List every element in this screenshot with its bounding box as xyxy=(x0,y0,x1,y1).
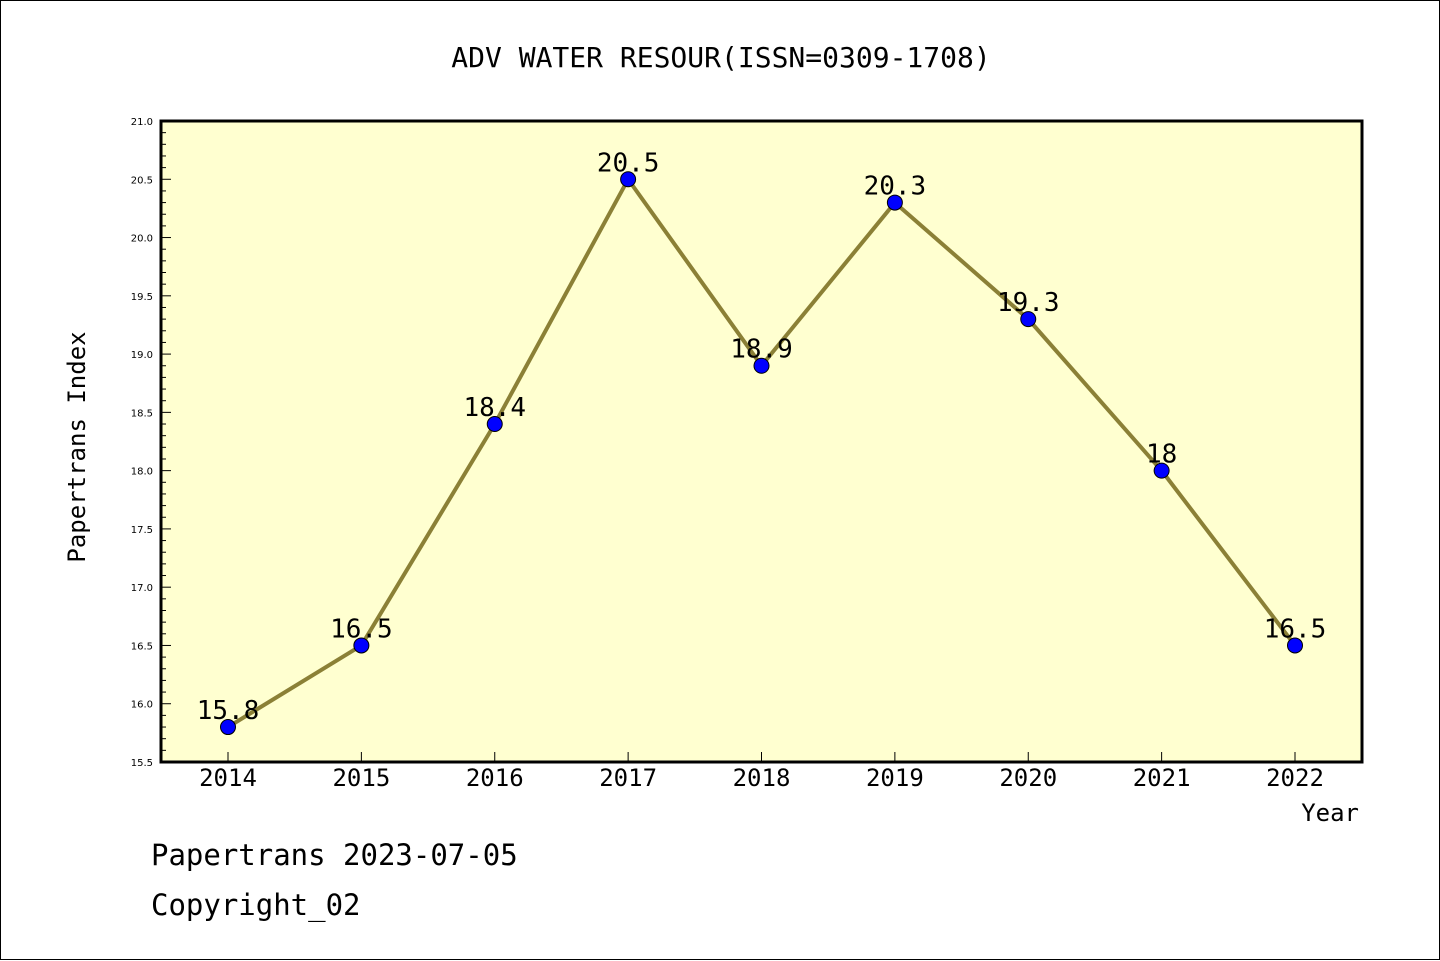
data-point xyxy=(620,171,637,188)
plot-area xyxy=(161,121,1362,762)
data-point xyxy=(486,416,503,433)
x-tick-label: 2020 xyxy=(999,764,1057,792)
axis-ticks: 15.5 16.0 16.5 17.0 17.5 18.0 18.5 19.0 19.5 20.0… xyxy=(131,117,1324,792)
y-tick-label: 17.0 xyxy=(131,583,153,594)
data-labels: 15.8 16.5 18.4 20.5 18.9 20.3 19.3 18 16.5 xyxy=(197,148,1327,726)
plot-border xyxy=(159,119,1364,764)
x-tick-label: 2021 xyxy=(1133,764,1191,792)
y-tick-label: 19.5 xyxy=(131,292,153,303)
data-label: 18.4 xyxy=(463,393,526,423)
data-point xyxy=(353,637,370,654)
data-point xyxy=(1020,311,1037,328)
y-tick-label: 16.5 xyxy=(131,641,153,652)
y-tick-label: 20.0 xyxy=(131,234,153,245)
footer-date: Papertrans 2023-07-05 xyxy=(151,838,518,872)
x-tick-label: 2018 xyxy=(733,764,791,792)
x-tick-label: 2015 xyxy=(332,764,390,792)
data-point xyxy=(753,357,770,374)
y-tick-label: 15.5 xyxy=(131,758,153,769)
data-point xyxy=(1153,462,1170,479)
data-label: 20.3 xyxy=(864,172,927,202)
x-tick-label: 2014 xyxy=(199,764,257,792)
data-point xyxy=(220,719,236,736)
x-tick-label: 2016 xyxy=(466,764,524,792)
data-label: 19.3 xyxy=(997,288,1060,318)
x-tick-label: 2017 xyxy=(599,764,657,792)
data-label: 16.5 xyxy=(1264,614,1327,644)
x-tick-label: 2019 xyxy=(866,764,924,792)
data-point xyxy=(886,194,903,211)
data-point xyxy=(1287,637,1303,654)
y-axis-label: Papertrans Index xyxy=(63,331,91,562)
data-points xyxy=(220,171,1303,736)
footer-copyright: Copyright_02 xyxy=(151,888,361,923)
data-label: 16.5 xyxy=(330,614,393,644)
data-label: 18 xyxy=(1146,440,1177,470)
data-label: 15.8 xyxy=(197,696,260,726)
data-label: 18.9 xyxy=(730,335,793,365)
y-tick-label: 21.0 xyxy=(131,117,153,128)
data-label: 20.5 xyxy=(597,148,660,178)
y-tick-label: 18.0 xyxy=(131,467,153,478)
y-tick-label: 17.5 xyxy=(131,525,153,536)
x-axis-label: Year xyxy=(1301,799,1359,827)
y-tick-label: 19.0 xyxy=(131,350,153,361)
x-tick-label: 2022 xyxy=(1266,764,1324,792)
y-tick-label: 16.0 xyxy=(131,700,153,711)
y-tick-label: 18.5 xyxy=(131,408,153,419)
y-tick-label: 20.5 xyxy=(131,175,153,186)
chart-title: ADV WATER RESOUR(ISSN=0309-1708) xyxy=(451,41,990,74)
